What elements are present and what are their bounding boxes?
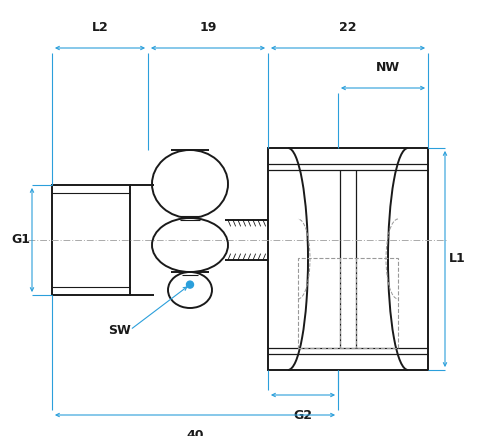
Text: G2: G2 (293, 409, 312, 422)
Text: SW: SW (108, 324, 131, 337)
Text: L1: L1 (449, 252, 466, 266)
Text: L2: L2 (92, 21, 108, 34)
Bar (298, 258, 398, 348)
Text: NW: NW (376, 61, 400, 74)
Text: 22: 22 (339, 21, 357, 34)
Circle shape (187, 281, 193, 288)
Text: 19: 19 (199, 21, 216, 34)
Text: G1: G1 (11, 234, 30, 246)
Bar (268, 148, 428, 370)
Text: 40: 40 (186, 429, 204, 436)
Bar (52, 185, 130, 295)
